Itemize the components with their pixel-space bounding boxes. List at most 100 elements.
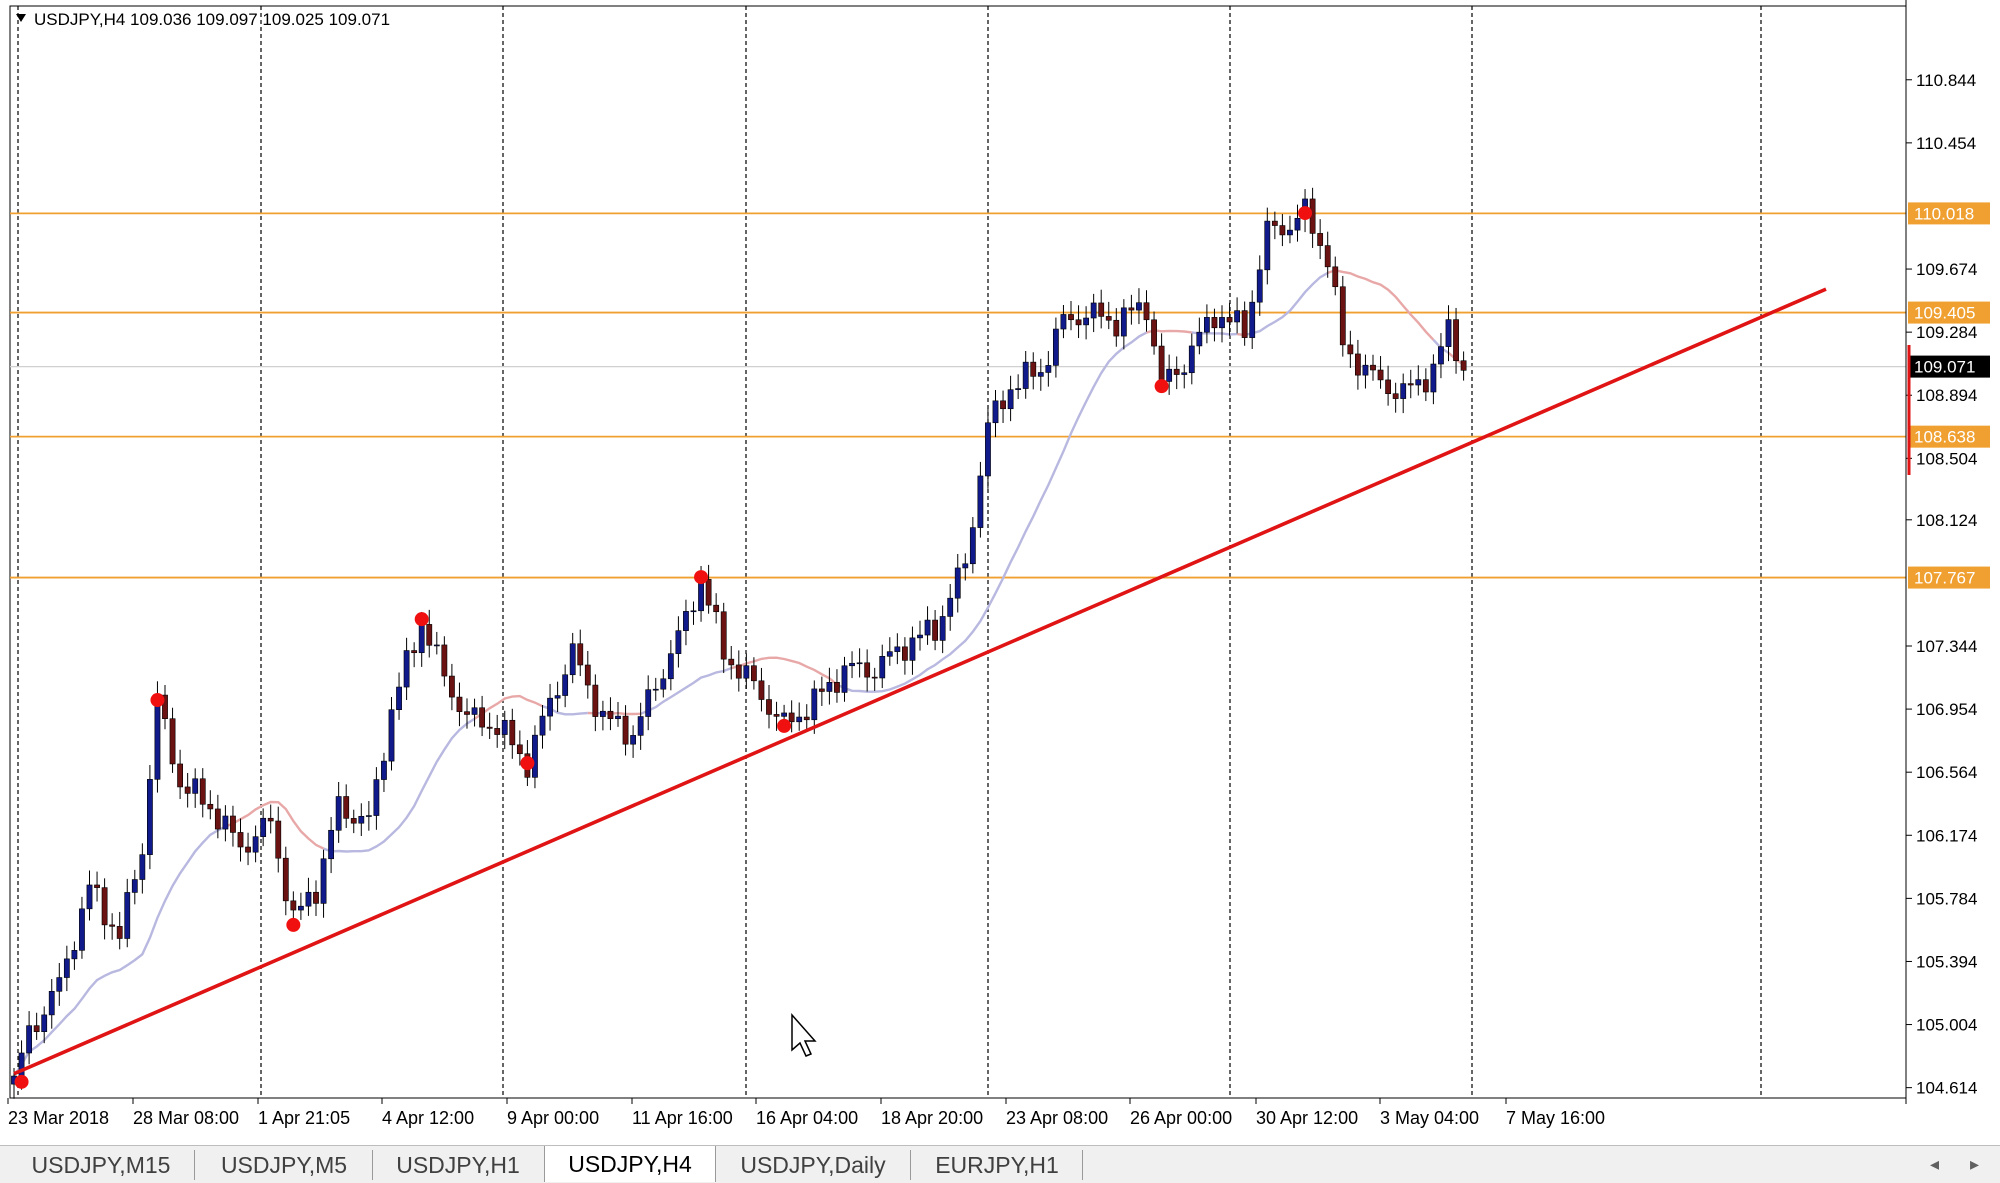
time-tick-label: 23 Mar 2018	[8, 1108, 109, 1128]
candle-body	[472, 708, 477, 715]
candle-body	[714, 605, 719, 612]
candle-body	[1438, 347, 1443, 364]
candle-body	[729, 659, 734, 665]
candle-body	[661, 679, 666, 689]
candle-body	[1340, 287, 1345, 345]
candle-body	[396, 687, 401, 710]
candle-body	[389, 710, 394, 761]
candle-body	[1453, 320, 1458, 361]
swing-point	[150, 693, 164, 707]
candle-body	[585, 665, 590, 685]
candle-body	[608, 711, 613, 719]
candle-body	[517, 745, 522, 754]
candle-body	[480, 708, 485, 727]
candle-body	[789, 713, 794, 722]
candle-body	[834, 682, 839, 692]
candle-body	[1136, 303, 1141, 310]
time-tick-label: 18 Apr 20:00	[881, 1108, 983, 1128]
candle-body	[374, 780, 379, 816]
candle-body	[638, 717, 643, 736]
tab-usdjpy-m15[interactable]: USDJPY,M15	[8, 1150, 195, 1180]
candle-body	[1031, 362, 1036, 376]
candle-body	[132, 880, 137, 893]
price-tick-label: 108.894	[1916, 386, 1977, 405]
price-tick-label: 108.124	[1916, 511, 1977, 530]
level-price-label: 110.018	[1914, 204, 1974, 223]
candle-body	[804, 717, 809, 720]
candle-body	[457, 697, 462, 712]
candle-body	[1174, 369, 1179, 374]
candle-body	[1000, 401, 1005, 409]
candle-body	[1272, 221, 1277, 225]
candle-body	[593, 685, 598, 717]
price-tick-label: 110.454	[1916, 134, 1976, 153]
candle-body	[306, 892, 311, 906]
candle-body	[57, 978, 62, 992]
candle-body	[842, 666, 847, 693]
tab-scroll-left-icon[interactable]: ◂	[1930, 1154, 1939, 1175]
candle-body	[404, 651, 409, 688]
candle-body	[419, 624, 424, 652]
candle-body	[261, 818, 266, 836]
candle-body	[1053, 329, 1058, 365]
candle-body	[110, 925, 115, 926]
time-tick-label: 11 Apr 16:00	[632, 1108, 733, 1128]
candle-body	[510, 720, 515, 745]
tab-usdjpy-h4[interactable]: USDJPY,H4	[544, 1146, 716, 1182]
candle-body	[925, 620, 930, 635]
candle-body	[1318, 233, 1323, 245]
candle-body	[155, 695, 160, 779]
candle-body	[563, 675, 568, 696]
candle-body	[668, 654, 673, 679]
price-tick-label: 109.674	[1916, 260, 1977, 279]
price-tick-label: 105.004	[1916, 1016, 1977, 1035]
tab-eurjpy-h1[interactable]: EURJPY,H1	[912, 1150, 1083, 1180]
candle-body	[1008, 390, 1013, 409]
candle-body	[1355, 354, 1360, 375]
tab-usdjpy-h1[interactable]: USDJPY,H1	[374, 1150, 542, 1180]
price-tick-label: 106.174	[1916, 826, 1977, 845]
time-tick-label: 9 Apr 00:00	[507, 1108, 599, 1128]
candle-body	[1423, 380, 1428, 392]
tab-usdjpy-daily[interactable]: USDJPY,Daily	[716, 1150, 911, 1180]
candle-body	[532, 735, 537, 777]
candle-body	[276, 821, 281, 858]
candle-body	[736, 665, 741, 678]
candle-body	[1250, 302, 1255, 337]
candle-body	[208, 804, 213, 809]
candle-body	[819, 689, 824, 692]
candle-body	[600, 711, 605, 716]
time-tick-label: 1 Apr 21:05	[258, 1108, 350, 1128]
candle-body	[1280, 226, 1285, 235]
candle-body	[631, 735, 636, 744]
candle-body	[215, 809, 220, 829]
candle-body	[683, 611, 688, 630]
candle-body	[910, 638, 915, 661]
candle-body	[34, 1026, 39, 1032]
candle-body	[434, 645, 439, 646]
candle-body	[1038, 372, 1043, 376]
candle-body	[1235, 311, 1240, 322]
candle-body	[321, 859, 326, 904]
candle-body	[1144, 303, 1149, 320]
candle-body	[895, 647, 900, 652]
price-tick-label: 108.504	[1916, 449, 1977, 468]
candle-body	[555, 696, 560, 699]
candle-body	[412, 651, 417, 653]
candle-body	[955, 568, 960, 598]
candle-body	[1242, 311, 1247, 338]
candle-body	[865, 663, 870, 677]
candle-body	[336, 796, 341, 830]
swing-point	[286, 918, 300, 932]
candle-body	[464, 712, 469, 715]
tab-scroll-right-icon[interactable]: ▸	[1970, 1154, 1979, 1175]
tab-usdjpy-m5[interactable]: USDJPY,M5	[196, 1150, 373, 1180]
candle-body	[1204, 317, 1209, 332]
candle-body	[185, 787, 190, 793]
candle-body	[721, 612, 726, 659]
candle-body	[359, 816, 364, 823]
time-tick-label: 7 May 16:00	[1506, 1108, 1605, 1128]
candle-body	[963, 564, 968, 568]
